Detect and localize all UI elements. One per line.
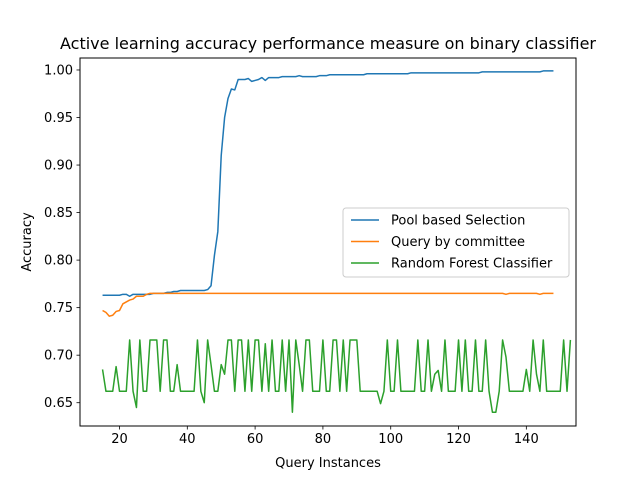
legend-label-0: Pool based Selection bbox=[391, 214, 525, 229]
series-line-2 bbox=[101, 339, 572, 413]
x-tick-label: 140 bbox=[514, 432, 539, 447]
legend-box bbox=[342, 207, 570, 278]
y-tick-label: 0.95 bbox=[44, 111, 73, 126]
x-tick-label: 40 bbox=[179, 432, 196, 447]
y-tick-label: 0.80 bbox=[44, 254, 73, 269]
series-line-0 bbox=[102, 70, 554, 297]
y-axis-label: Accuracy bbox=[20, 212, 35, 272]
series-line-1 bbox=[102, 292, 554, 317]
y-tick-label: 0.75 bbox=[44, 301, 73, 316]
y-tick-label: 0.70 bbox=[44, 349, 73, 364]
series-layer bbox=[101, 70, 572, 413]
y-tick-label: 0.90 bbox=[44, 159, 73, 174]
y-tick-label: 0.85 bbox=[44, 206, 73, 221]
x-tick-label: 20 bbox=[111, 432, 128, 447]
y-axis-ticks: 0.65 0.70 0.75 0.80 0.85 0.90 0.95 1.00 bbox=[44, 63, 80, 411]
x-axis-label: Query Instances bbox=[275, 456, 381, 471]
x-axis-ticks: 20 40 60 80 100 120 140 bbox=[111, 426, 539, 447]
legend-label-1: Query by committee bbox=[391, 235, 525, 250]
x-tick-label: 60 bbox=[247, 432, 264, 447]
legend-label-2: Random Forest Classifier bbox=[391, 257, 553, 272]
legend: Pool based Selection Query by committee Ra… bbox=[342, 207, 570, 278]
plot-frame bbox=[79, 57, 577, 427]
x-tick-label: 80 bbox=[315, 432, 332, 447]
y-tick-label: 1.00 bbox=[44, 63, 73, 78]
x-tick-label: 120 bbox=[446, 432, 471, 447]
chart-title: Active learning accuracy performance mea… bbox=[60, 34, 596, 53]
y-tick-label: 0.65 bbox=[44, 396, 73, 411]
x-tick-label: 100 bbox=[378, 432, 403, 447]
